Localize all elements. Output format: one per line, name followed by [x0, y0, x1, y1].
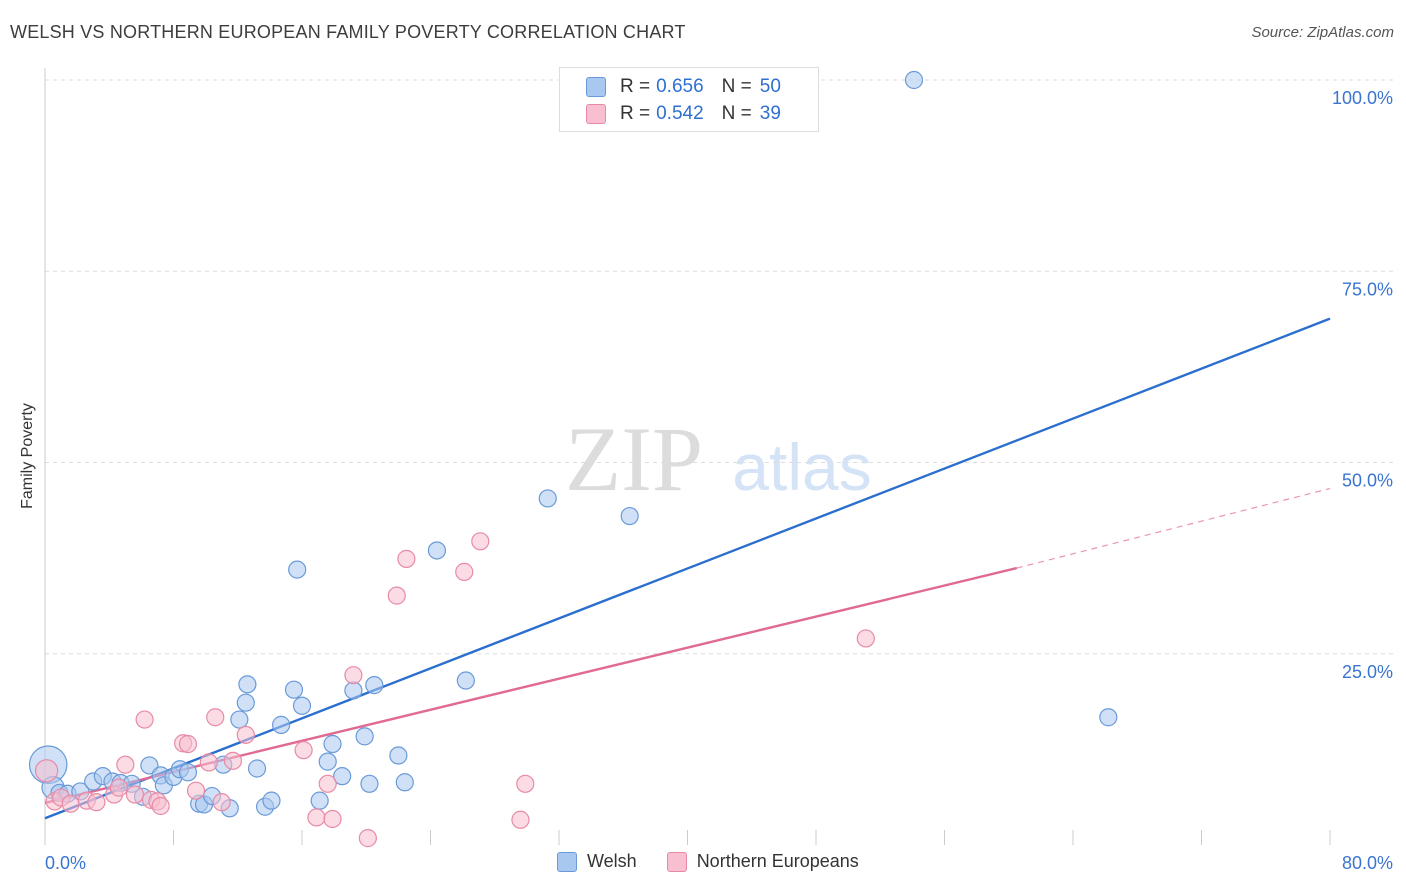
northern-europeans-point: [178, 734, 198, 754]
welsh-point: [262, 791, 281, 810]
northern-europeans-swatch: [586, 104, 606, 124]
welsh-point: [236, 693, 255, 712]
northern-europeans-point: [323, 809, 342, 829]
series-legend: Welsh Northern Europeans: [557, 851, 889, 872]
welsh-point: [178, 763, 198, 782]
northern-europeans-point: [199, 753, 218, 772]
welsh-point: [456, 671, 475, 690]
northern-europeans-point: [116, 755, 135, 774]
legend-n-value: 39: [759, 103, 781, 124]
welsh-point: [288, 560, 307, 579]
northern-europeans-point: [135, 710, 154, 729]
legend-r-value: 0.542: [656, 103, 704, 124]
northern-europeans-point: [206, 708, 225, 727]
welsh-point: [355, 727, 374, 746]
grid-layer: [45, 79, 1395, 655]
y-tick-label: 25.0%: [1342, 662, 1393, 682]
northern-europeans-point: [856, 629, 875, 648]
welsh-point: [538, 489, 557, 508]
northern-europeans-point: [87, 793, 106, 812]
welsh-point: [1099, 708, 1118, 727]
series-legend-northern-europeans[interactable]: Northern Europeans: [666, 851, 859, 872]
welsh-point: [310, 791, 329, 810]
x-tick-label: 0.0%: [45, 853, 86, 873]
welsh-point: [284, 680, 304, 699]
northern-europeans-point: [344, 666, 363, 685]
northern-europeans-point: [397, 549, 416, 568]
series-legend-welsh[interactable]: Welsh: [557, 851, 637, 872]
northern-europeans-point: [511, 810, 530, 829]
northern-europeans-point: [387, 586, 406, 605]
axis-layer: [44, 68, 1331, 845]
points-layer: [28, 70, 1118, 848]
northern-europeans-point: [109, 778, 128, 797]
legend-n-label: N =: [721, 103, 752, 124]
northern-europeans-point: [455, 562, 474, 581]
northern-europeans-point: [471, 532, 490, 551]
northern-europeans-point: [186, 781, 206, 800]
trend-layer: [44, 317, 1331, 820]
welsh-point: [389, 746, 408, 765]
northern-europeans-point: [516, 774, 535, 793]
legend-r-label: R =: [620, 76, 651, 97]
source-label: Source: ZipAtlas.com: [1251, 24, 1394, 41]
welsh-point: [620, 506, 639, 526]
legend-row-northern-europeans: R = 0.542 N = 39: [586, 102, 781, 126]
legend-r-label: R =: [620, 103, 651, 124]
legend-r-value: 0.656: [656, 76, 704, 97]
watermark: ZIP atlas: [565, 408, 872, 510]
tick-label-layer: 25.0% 50.0% 75.0% 100.0% 0.0% 80.0%: [45, 88, 1393, 873]
welsh-swatch: [586, 77, 606, 97]
northern-europeans-point: [125, 785, 145, 804]
northern-europeans-point: [223, 751, 243, 770]
northern-europeans-point: [307, 808, 326, 827]
northern-europeans-point: [212, 793, 231, 812]
welsh-point: [247, 759, 267, 778]
northern-europeans-legend-label: Northern Europeans: [696, 851, 859, 871]
welsh-point: [318, 752, 337, 771]
welsh-point: [365, 676, 384, 695]
stats-legend: R = 0.656 N = 50 R = 0.542 N = 39: [559, 67, 819, 132]
welsh-point: [272, 715, 291, 734]
northern-europeans-legend-swatch: [666, 851, 687, 872]
welsh-point: [230, 710, 249, 729]
northern-europeans-point: [151, 796, 170, 816]
welsh-point: [360, 774, 379, 793]
welsh-point: [427, 541, 447, 560]
northern-europeans-point: [358, 829, 377, 848]
welsh-point: [323, 734, 342, 754]
x-tick-label: 80.0%: [1342, 853, 1393, 873]
northern-europeans-trend-extension: [1016, 487, 1331, 569]
chart-title: WELSH VS NORTHERN EUROPEAN FAMILY POVERT…: [10, 22, 686, 42]
welsh-point: [333, 767, 352, 786]
welsh-legend-swatch: [557, 851, 577, 872]
legend-row-welsh: R = 0.656 N = 50: [586, 75, 781, 99]
welsh-point: [395, 773, 414, 792]
welsh-point: [904, 70, 924, 90]
northern-europeans-point: [61, 794, 80, 813]
y-tick-label: 100.0%: [1332, 88, 1393, 108]
northern-europeans-point: [294, 741, 313, 760]
y-tick-label: 50.0%: [1342, 471, 1393, 491]
welsh-point: [344, 681, 363, 700]
northern-europeans-point: [236, 725, 255, 744]
welsh-legend-label: Welsh: [587, 851, 637, 871]
welsh-point: [238, 675, 257, 694]
legend-n-value: 50: [759, 76, 781, 97]
northern-europeans-point: [34, 759, 59, 783]
y-tick-label: 75.0%: [1342, 279, 1393, 299]
welsh-trend-line: [44, 317, 1331, 820]
legend-n-label: N =: [721, 76, 752, 97]
northern-europeans-point: [318, 774, 337, 793]
welsh-point: [292, 696, 312, 715]
watermark-zip: ZIP: [565, 408, 703, 510]
watermark-atlas: atlas: [732, 430, 871, 504]
